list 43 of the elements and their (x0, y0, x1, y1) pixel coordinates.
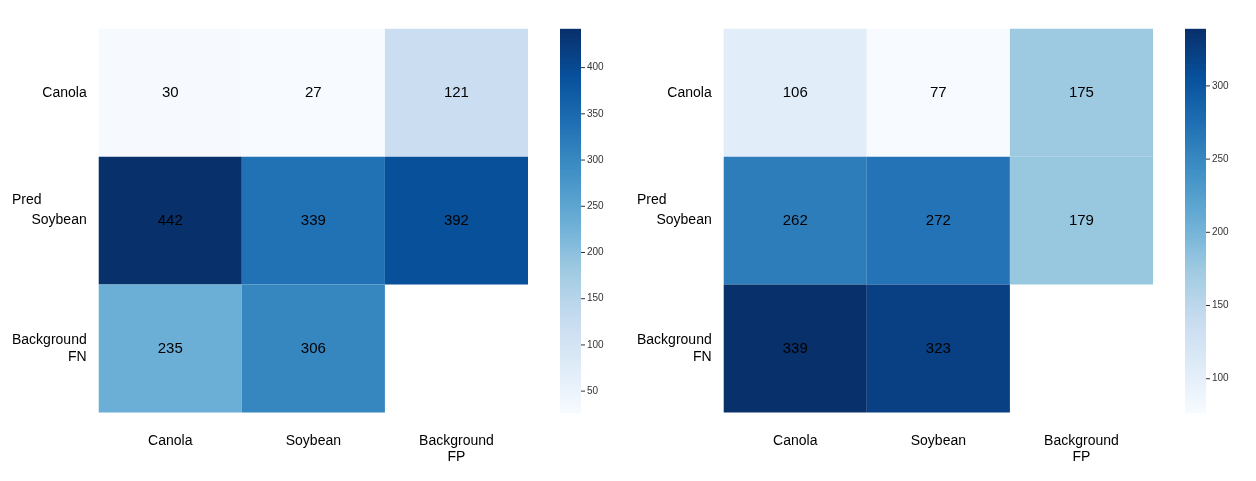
color-bar-label: 300 (587, 153, 605, 165)
data-label: 179 (1068, 210, 1094, 228)
data-label: 272 (925, 210, 951, 228)
color-bar-label: 400 (587, 61, 605, 73)
data-label: 339 (300, 210, 326, 228)
x-tick-label: Canola (773, 431, 818, 448)
x-tick-label: Soybean (285, 431, 341, 448)
data-label: 323 (925, 338, 951, 356)
data-label: 175 (1068, 82, 1094, 100)
y-tick-label: Canola (42, 83, 87, 100)
data-label: 27 (305, 82, 322, 100)
data-label: 121 (443, 82, 469, 100)
x-tick-label: Soybean (910, 431, 966, 448)
data-label: 306 (300, 338, 326, 356)
color-bar-label: 250 (1212, 152, 1230, 164)
y-tick-label: Soybean (31, 211, 87, 228)
color-bar-label: 100 (587, 338, 605, 350)
y-tick-label: Background FN (637, 330, 712, 364)
data-label: 30 (161, 82, 179, 100)
data-label: 442 (157, 210, 183, 228)
color-bar-label: 100 (1212, 372, 1230, 384)
color-bar-label: 150 (1212, 299, 1230, 311)
color-bar-label: 150 (587, 292, 605, 304)
x-tick-label: Background FP (419, 431, 494, 465)
data-label: 106 (782, 82, 808, 100)
y-axis-title: Pred (12, 191, 42, 208)
data-label: 235 (157, 338, 183, 356)
color-bar-label: 350 (587, 107, 605, 119)
x-tick-label: Background FP (1044, 431, 1119, 465)
x-tick-label: Canola (148, 431, 193, 448)
data-label: 392 (443, 210, 469, 228)
color-bar-label: 200 (1212, 226, 1230, 238)
y-tick-label: Background FN (12, 330, 87, 364)
data-label: 339 (782, 338, 808, 356)
color-bar-label: 50 (587, 384, 599, 396)
y-tick-label: Soybean (656, 211, 712, 228)
data-label: 262 (782, 210, 808, 228)
color-bar-label: 200 (587, 246, 605, 258)
color-bar-label: 250 (587, 200, 605, 212)
y-axis-title: Pred (637, 191, 667, 208)
y-tick-label: Canola (667, 83, 712, 100)
data-label: 77 (930, 82, 947, 100)
color-bar-label: 300 (1212, 79, 1230, 91)
